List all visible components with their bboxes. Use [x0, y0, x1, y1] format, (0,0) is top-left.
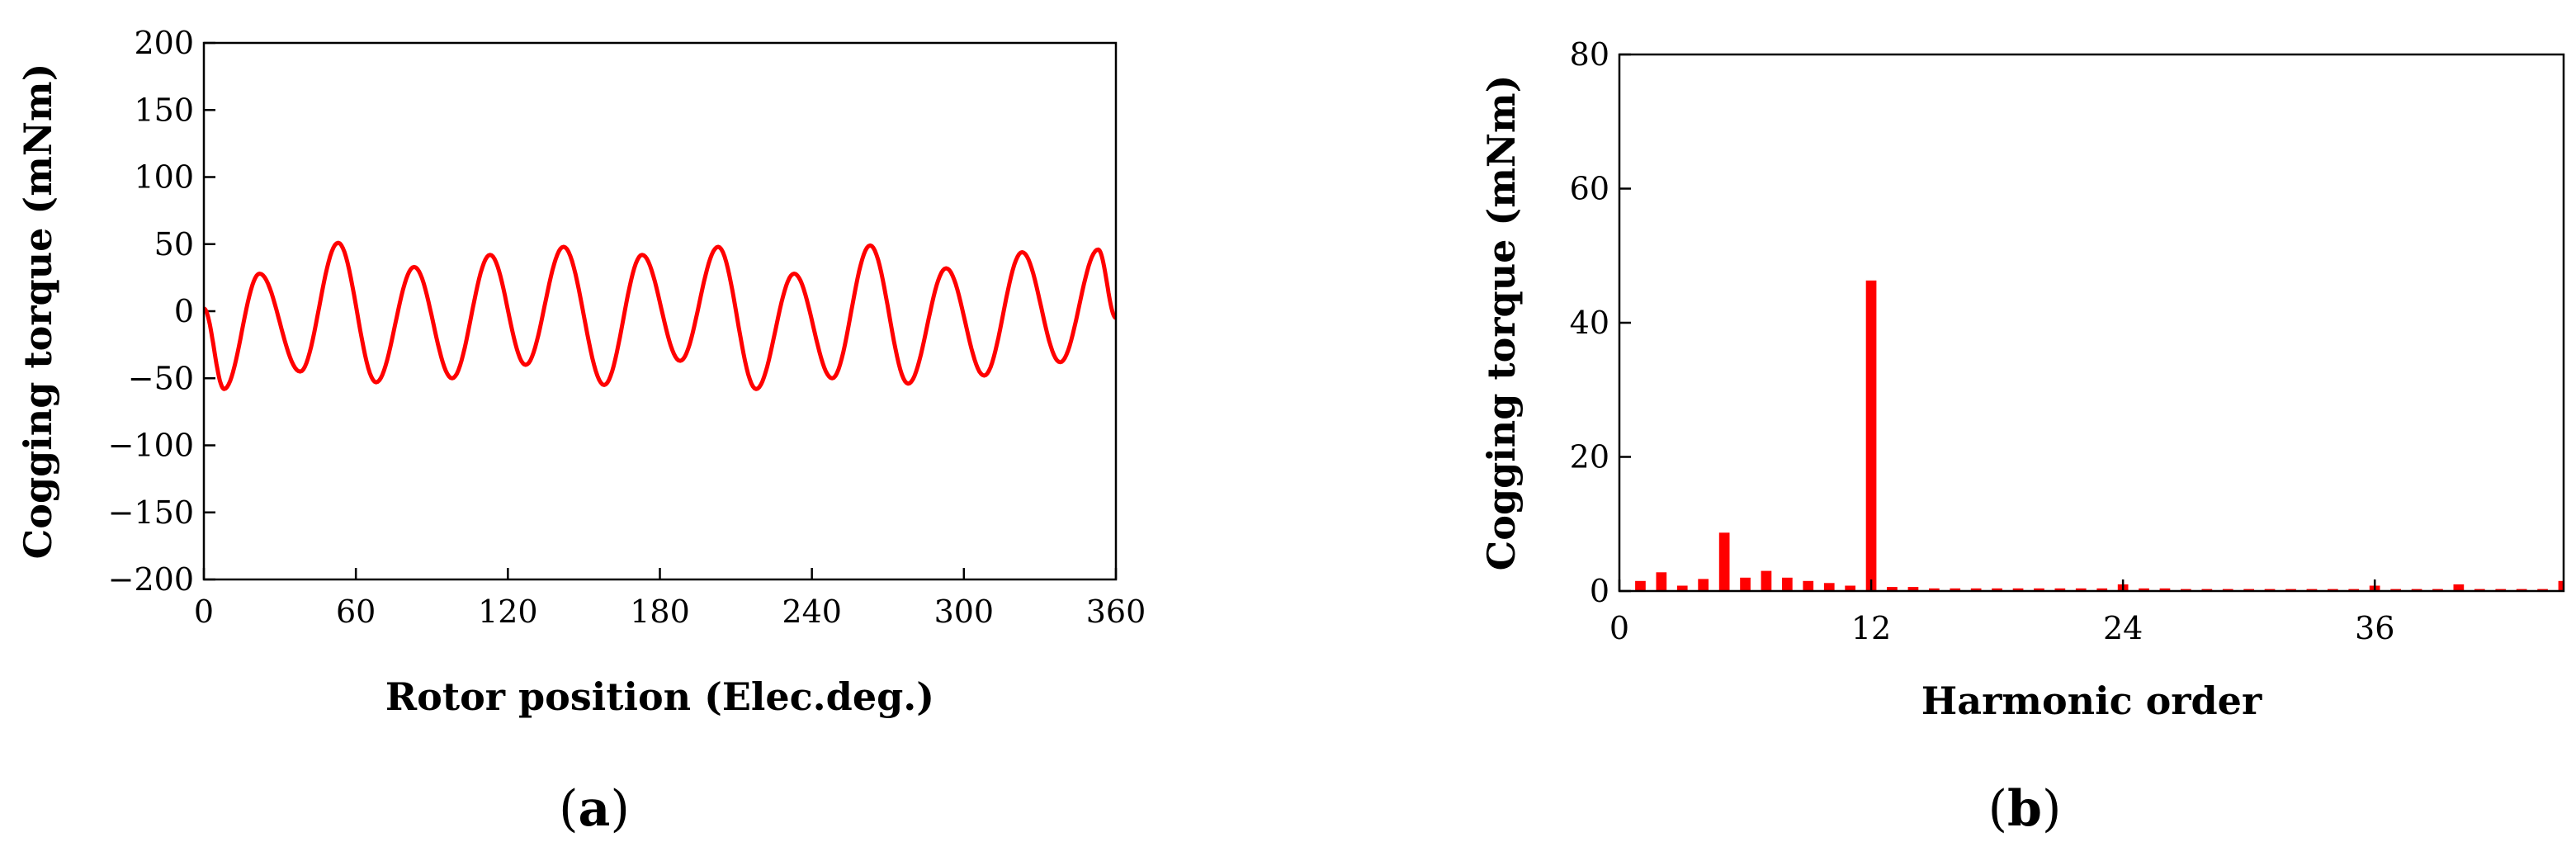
chart-b-bar — [1635, 580, 1646, 591]
chart-b-bar — [1907, 587, 1919, 591]
chart-b-plot-frame — [1618, 53, 2565, 593]
chart-b-bar — [1887, 587, 1898, 591]
chart-b-x-tick-label: 36 — [2355, 610, 2394, 646]
chart-a-x-tick-label: 240 — [782, 594, 842, 630]
chart-a-y-tick-label: −50 — [128, 360, 194, 396]
chart-b-bar — [1718, 532, 1730, 591]
chart-b-bar — [2012, 588, 2024, 592]
chart-b-bar — [1803, 580, 1814, 591]
chart-b-bar — [1929, 588, 1940, 592]
chart-a-y-tick-label: 50 — [154, 226, 194, 262]
chart-b-y-tick-label: 20 — [1570, 439, 1609, 475]
chart-a-x-tick-label: 120 — [478, 594, 538, 630]
chart-a-y-tick-label: 100 — [134, 159, 194, 196]
chart-a-y-tick-label: 200 — [134, 25, 194, 61]
chart-b-bar — [1656, 572, 1667, 592]
chart-a-panel-letter: a — [579, 780, 611, 838]
chart-a-x-tick-label: 60 — [336, 594, 376, 630]
chart-b-bar — [2159, 588, 2171, 592]
chart-b-y-tick-label: 0 — [1590, 573, 1609, 609]
chart-b-bar — [1676, 585, 1688, 591]
chart-b-ticks: 80 60 40 20 00 12 24 36 — [1570, 36, 2395, 646]
chart-a-y-tick-label: −100 — [108, 428, 194, 464]
chart-b-y-axis-title: Cogging torque (mNm) — [1479, 75, 1524, 571]
chart-b-bar — [1950, 588, 1961, 592]
chart-b-bar — [1761, 570, 1772, 591]
chart-b-bar — [1865, 280, 1877, 591]
chart-b-panel-label: (b) — [1988, 780, 2062, 838]
chart-b-y-tick-label: 80 — [1570, 36, 1609, 73]
chart-b-bar — [1845, 585, 1855, 591]
chart-a-y-tick-label: 150 — [134, 92, 194, 128]
chart-a-panel-label: (a) — [559, 780, 630, 838]
chart-b-bars — [1635, 280, 2564, 592]
chart-b-bar — [2096, 588, 2108, 592]
chart-b-x-tick-label: 24 — [2103, 610, 2143, 646]
chart-b-panel-letter: b — [2007, 780, 2042, 838]
chart-b-y-tick-label: 40 — [1570, 305, 1609, 341]
chart-b-bar — [2453, 584, 2465, 591]
chart-a-y-tick-label: −150 — [108, 494, 194, 531]
chart-b: 80 60 40 20 00 12 24 36 Harmonic order Cogging … — [1479, 36, 2565, 838]
chart-b-bar — [2139, 588, 2149, 592]
chart-b-bar — [2075, 588, 2087, 592]
chart-b-bar — [1740, 577, 1751, 592]
chart-b-bar — [1698, 579, 1709, 591]
chart-b-bar — [2054, 588, 2066, 592]
chart-b-x-axis-title: Harmonic order — [1921, 679, 2262, 723]
chart-a-x-axis-title: Rotor position (Elec.deg.) — [385, 674, 934, 719]
chart-a-x-tick-label: 0 — [194, 594, 214, 630]
chart-a-x-tick-label: 300 — [934, 594, 995, 630]
chart-a-y-tick-label: −200 — [108, 561, 194, 598]
chart-b-bar — [1970, 588, 1982, 592]
chart-a-x-tick-label: 360 — [1086, 594, 1146, 630]
chart-a-x-tick-label: 180 — [630, 594, 690, 630]
chart-a-plot-frame — [202, 41, 1118, 581]
chart-b-bar — [1992, 588, 2002, 592]
chart-b-bar — [2034, 588, 2044, 592]
chart-a-y-axis-title: Cogging torque (mNm) — [16, 64, 60, 560]
chart-a-y-tick-label: 0 — [174, 293, 194, 329]
chart-b-x-tick-label: 0 — [1609, 610, 1629, 646]
chart-b-x-tick-label: 12 — [1851, 610, 1891, 646]
chart-b-bar — [2558, 580, 2564, 591]
chart-a-series-line — [202, 240, 1118, 391]
chart-b-bar — [1782, 577, 1793, 592]
chart-b-y-tick-label: 60 — [1570, 171, 1609, 207]
chart-b-bar — [1823, 583, 1835, 592]
